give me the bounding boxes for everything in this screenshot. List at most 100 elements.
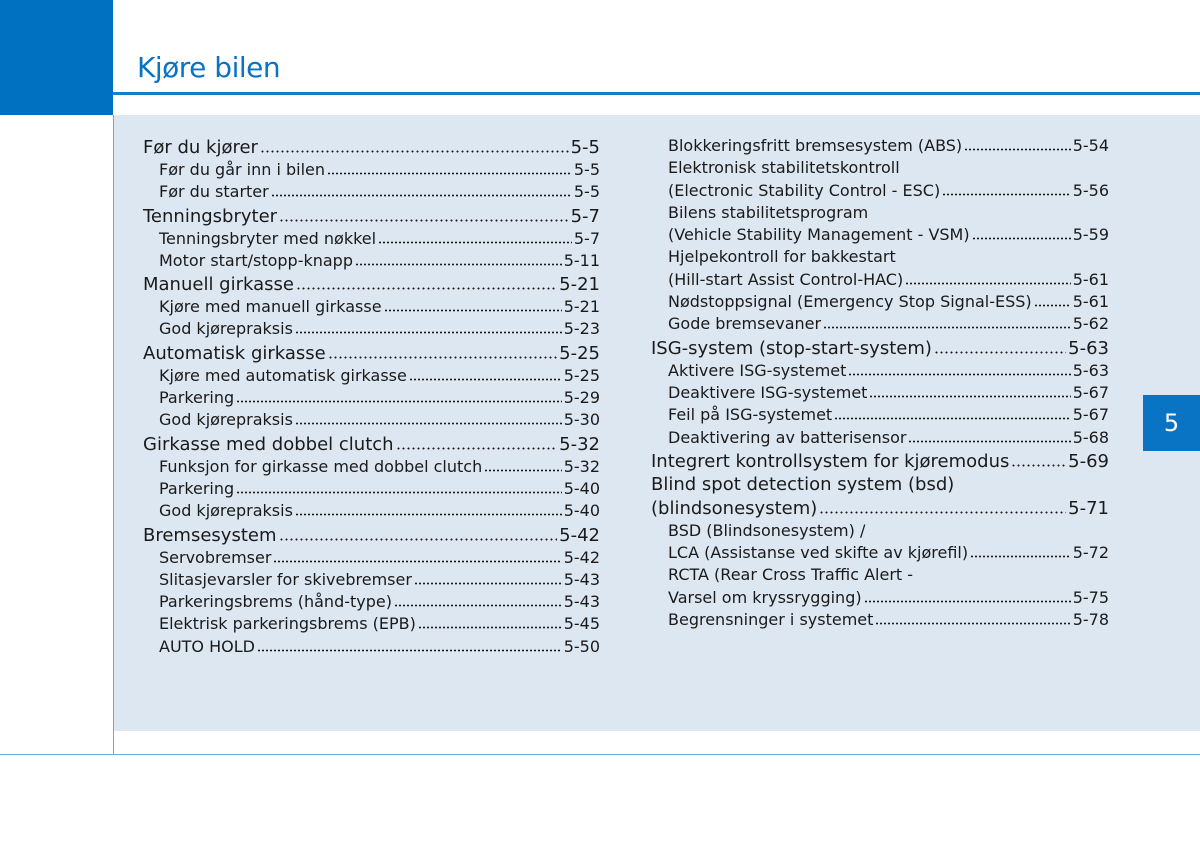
toc-entry-title: Servobremser	[159, 547, 272, 567]
toc-subsection-entry[interactable]: LCA (Assistanse ved skifte av kjørefil) 5…	[651, 542, 1109, 564]
toc-leader-dots	[270, 181, 572, 198]
toc-section-entry: Blind spot detection system (bsd)	[651, 473, 1109, 496]
toc-leader-dots	[484, 455, 562, 472]
toc-leader-dots	[408, 364, 562, 381]
toc-entry-title: Girkasse med dobbel clutch	[143, 433, 394, 455]
toc-page-number: 5-42	[563, 547, 600, 567]
toc-leader-dots	[295, 272, 558, 291]
toc-subsection-entry[interactable]: Slitasjevarsler for skivebremser 5-43	[143, 568, 600, 591]
toc-entry-title: God kjørepraksis	[159, 501, 293, 521]
toc-subsection-entry[interactable]: Blokkeringsfritt bremsesystem (ABS) 5-54	[651, 135, 1109, 157]
toc-subsection-entry[interactable]: Motor start/stopp-knapp 5-11	[143, 249, 600, 272]
toc-section-entry[interactable]: (blindsonesystem) 5-71	[651, 495, 1109, 520]
toc-entry-title: Før du går inn i bilen	[159, 160, 326, 179]
toc-page-number: 5-32	[559, 433, 600, 455]
toc-page-number: 5-67	[1072, 405, 1109, 425]
toc-leader-dots	[971, 224, 1071, 241]
toc-page-number: 5-71	[1068, 497, 1109, 519]
toc-leader-dots	[294, 409, 562, 426]
toc-section-entry[interactable]: Tenningsbryter 5-7	[143, 203, 600, 228]
toc-section-entry[interactable]: Før du kjører 5-5	[143, 135, 600, 159]
toc-page-number: 5-40	[563, 501, 600, 521]
toc-entry-title: Tenningsbryter	[143, 205, 278, 227]
toc-page-number: 5-54	[1072, 136, 1109, 155]
toc-entry-title: AUTO HOLD	[159, 636, 255, 656]
toc-leader-dots	[1033, 291, 1071, 308]
toc-entry-title: Gode bremsevaner	[668, 314, 822, 334]
toc-subsection-entry[interactable]: (Hill-start Assist Control-HAC) 5-61	[651, 268, 1109, 291]
toc-leader-dots	[933, 335, 1067, 354]
toc-leader-dots	[393, 591, 562, 608]
toc-subsection-entry[interactable]: Funksjon for girkasse med dobbel clutch 5…	[143, 455, 600, 478]
toc-leader-dots	[848, 359, 1071, 376]
toc-leader-dots	[383, 296, 562, 313]
toc-page-number: 5-42	[559, 524, 600, 546]
toc-subsection-entry[interactable]: Parkering 5-29	[143, 387, 600, 409]
toc-section-entry[interactable]: Girkasse med dobbel clutch 5-32	[143, 431, 600, 456]
toc-page-number: 5-7	[570, 205, 600, 227]
toc-page-number: 5-68	[1072, 427, 1109, 447]
toc-section-entry[interactable]: Bremsesystem 5-42	[143, 522, 600, 547]
toc-subsection-entry[interactable]: Kjøre med automatisk girkasse 5-25	[143, 364, 600, 387]
toc-subsection-entry[interactable]: Gode bremsevaner 5-62	[651, 313, 1109, 335]
toc-entry-title: Elektrisk parkeringsbrems (EPB)	[159, 614, 416, 634]
toc-subsection-entry[interactable]: Aktivere ISG-systemet 5-63	[651, 359, 1109, 382]
toc-leader-dots	[327, 340, 558, 359]
toc-entry-title: Varsel om kryssrygging)	[668, 587, 862, 607]
chapter-tab[interactable]: 5	[1143, 395, 1200, 451]
toc-entry-title: Automatisk girkasse	[143, 342, 326, 364]
toc-subsection-entry[interactable]: Kjøre med manuell girkasse 5-21	[143, 296, 600, 318]
toc-subsection-entry[interactable]: Begrensninger i systemet 5-78	[651, 609, 1109, 631]
toc-entry-title: Parkering	[159, 388, 235, 408]
toc-page-number: 5-30	[563, 410, 600, 430]
toc-subsection-entry: RCTA (Rear Cross Traffic Alert -	[651, 564, 1109, 586]
toc-leader-dots	[1011, 448, 1067, 467]
toc-entry-title: Parkeringsbrems (hånd-type)	[159, 592, 392, 612]
toc-page-number: 5-11	[563, 250, 600, 270]
toc-page-number: 5-5	[573, 160, 600, 179]
toc-entry-title: Begrensninger i systemet	[668, 610, 874, 630]
toc-subsection-entry[interactable]: Parkering 5-40	[143, 477, 600, 500]
toc-subsection-entry[interactable]: God kjørepraksis 5-23	[143, 318, 600, 340]
toc-leader-dots	[413, 568, 562, 585]
toc-subsection-entry[interactable]: Før du starter 5-5	[143, 181, 600, 203]
toc-subsection-entry[interactable]: (Electronic Stability Control - ESC) 5-56	[651, 179, 1109, 202]
toc-leader-dots	[354, 249, 562, 266]
toc-page-number: 5-78	[1072, 610, 1109, 630]
toc-subsection-entry[interactable]: Feil på ISG-systemet 5-67	[651, 404, 1109, 426]
toc-page-number: 5-63	[1068, 337, 1109, 359]
toc-page-number: 5-23	[563, 319, 600, 339]
toc-section-entry[interactable]: ISG-system (stop-start-system) 5-63	[651, 335, 1109, 360]
toc-subsection-entry[interactable]: Varsel om kryssrygging) 5-75	[651, 586, 1109, 609]
toc-entry-title: LCA (Assistanse ved skifte av kjørefil)	[668, 543, 969, 563]
toc-leader-dots	[259, 135, 569, 153]
toc-leader-dots	[395, 431, 558, 450]
toc-leader-dots	[869, 381, 1071, 398]
toc-subsection-entry[interactable]: Deaktivering av batterisensor 5-68	[651, 426, 1109, 449]
toc-page-number: 5-67	[1072, 382, 1109, 402]
toc-subsection-entry[interactable]: Elektrisk parkeringsbrems (EPB) 5-45	[143, 613, 600, 635]
toc-entry-title: (Hill-start Assist Control-HAC)	[668, 269, 904, 289]
toc-entry-title: Slitasjevarsler for skivebremser	[159, 569, 412, 589]
toc-subsection-entry[interactable]: Nødstoppsignal (Emergency Stop Signal-ES…	[651, 291, 1109, 313]
toc-subsection-entry[interactable]: AUTO HOLD 5-50	[143, 635, 600, 658]
toc-leader-dots	[273, 546, 562, 563]
toc-subsection-entry[interactable]: Tenningsbryter med nøkkel 5-7	[143, 227, 600, 250]
toc-subsection-entry[interactable]: Parkeringsbrems (hånd-type) 5-43	[143, 591, 600, 613]
toc-page-number: 5-21	[563, 297, 600, 317]
toc-entry-title: God kjørepraksis	[159, 410, 293, 430]
toc-subsection-entry[interactable]: Servobremser 5-42	[143, 546, 600, 569]
toc-page-number: 5-61	[1072, 292, 1109, 312]
toc-subsection-entry[interactable]: God kjørepraksis 5-40	[143, 500, 600, 522]
toc-subsection-entry[interactable]: Før du går inn i bilen 5-5	[143, 159, 600, 181]
toc-section-entry[interactable]: Manuell girkasse 5-21	[143, 272, 600, 296]
toc-leader-dots	[875, 609, 1071, 626]
toc-entry-title: (Electronic Stability Control - ESC)	[668, 180, 941, 200]
toc-subsection-entry[interactable]: God kjørepraksis 5-30	[143, 409, 600, 431]
toc-section-entry[interactable]: Automatisk girkasse 5-25	[143, 340, 600, 365]
toc-subsection-entry[interactable]: (Vehicle Stability Management - VSM) 5-59	[651, 224, 1109, 246]
toc-leader-dots	[863, 586, 1071, 603]
toc-subsection-entry[interactable]: Deaktivere ISG-systemet 5-67	[651, 381, 1109, 404]
toc-leader-dots	[236, 477, 562, 494]
toc-section-entry[interactable]: Integrert kontrollsystem for kjøremodus 5…	[651, 448, 1109, 473]
